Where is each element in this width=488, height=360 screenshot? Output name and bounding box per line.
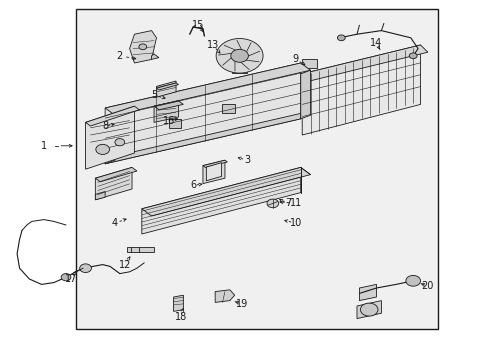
Circle shape	[80, 264, 91, 273]
Bar	[168, 119, 181, 128]
Text: 14: 14	[369, 38, 382, 48]
Polygon shape	[156, 83, 178, 90]
Bar	[302, 59, 316, 68]
Polygon shape	[173, 295, 183, 311]
Text: 11: 11	[289, 198, 302, 208]
Polygon shape	[151, 54, 159, 59]
Circle shape	[360, 303, 377, 316]
Polygon shape	[95, 167, 137, 182]
Text: 15: 15	[191, 20, 204, 30]
Text: 5: 5	[151, 90, 157, 100]
Circle shape	[266, 199, 278, 208]
Text: 9: 9	[292, 54, 298, 64]
Polygon shape	[206, 163, 221, 181]
Polygon shape	[356, 301, 381, 319]
Polygon shape	[300, 70, 310, 119]
Polygon shape	[105, 63, 310, 115]
Polygon shape	[85, 106, 139, 126]
Text: 6: 6	[190, 180, 196, 190]
Polygon shape	[222, 47, 224, 65]
Bar	[127, 247, 154, 252]
Circle shape	[115, 139, 124, 146]
Polygon shape	[302, 45, 420, 135]
Circle shape	[337, 35, 345, 41]
Polygon shape	[203, 160, 227, 167]
Circle shape	[230, 49, 248, 62]
Polygon shape	[261, 178, 281, 200]
Polygon shape	[105, 63, 300, 164]
Polygon shape	[261, 178, 283, 185]
Text: 10: 10	[289, 218, 302, 228]
Polygon shape	[154, 101, 183, 110]
Text: 19: 19	[235, 299, 248, 309]
Polygon shape	[232, 71, 246, 73]
Text: 7: 7	[285, 198, 291, 208]
Polygon shape	[129, 31, 156, 63]
Polygon shape	[142, 167, 300, 234]
Circle shape	[61, 274, 71, 281]
Polygon shape	[142, 167, 310, 216]
Circle shape	[96, 144, 109, 154]
Text: 4: 4	[112, 218, 118, 228]
Text: 20: 20	[421, 281, 433, 291]
Polygon shape	[105, 115, 115, 164]
Polygon shape	[154, 101, 178, 122]
Polygon shape	[95, 167, 132, 200]
Text: 3: 3	[244, 155, 249, 165]
Text: 17: 17	[64, 274, 77, 284]
Circle shape	[216, 39, 263, 73]
Text: 18: 18	[174, 312, 187, 322]
Polygon shape	[105, 113, 300, 164]
Polygon shape	[359, 284, 376, 301]
Text: 12: 12	[118, 260, 131, 270]
Circle shape	[405, 275, 420, 286]
Polygon shape	[203, 160, 224, 184]
Polygon shape	[302, 45, 427, 81]
Text: 13: 13	[206, 40, 219, 50]
Polygon shape	[264, 181, 277, 197]
Polygon shape	[156, 81, 176, 97]
Polygon shape	[95, 192, 105, 200]
Text: 8: 8	[102, 121, 108, 131]
Text: 1: 1	[41, 141, 47, 151]
Text: 16: 16	[162, 116, 175, 126]
Text: 2: 2	[117, 51, 122, 61]
Polygon shape	[215, 290, 234, 302]
Polygon shape	[85, 106, 134, 169]
Bar	[222, 104, 234, 113]
Polygon shape	[76, 9, 437, 329]
Circle shape	[139, 44, 146, 50]
Circle shape	[408, 53, 416, 59]
